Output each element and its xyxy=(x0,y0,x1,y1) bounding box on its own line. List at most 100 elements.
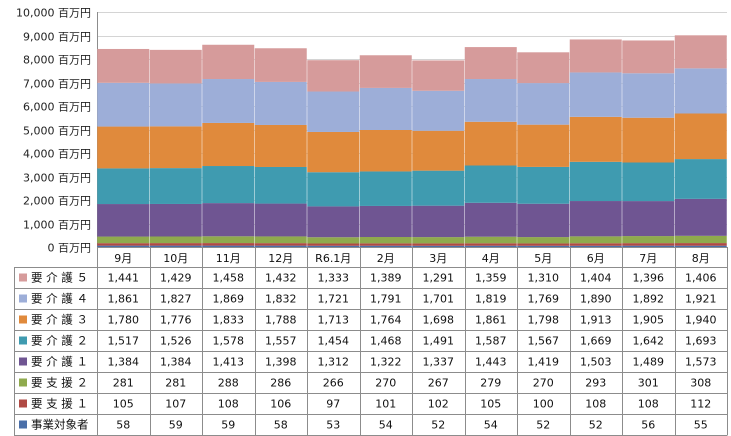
y-tick-label: 6,000 百万円 xyxy=(23,101,91,114)
data-label: 266 xyxy=(323,377,344,390)
bar-segment xyxy=(464,47,517,80)
data-label: 1,693 xyxy=(685,335,717,348)
bar-segment xyxy=(97,243,150,246)
category-label: 2月 xyxy=(377,252,395,265)
data-label: 1,905 xyxy=(633,314,665,327)
y-tick-label: 5,000 百万円 xyxy=(23,125,91,138)
bar-segment xyxy=(254,236,307,244)
data-label: 1,832 xyxy=(265,293,297,306)
bar-segment xyxy=(622,243,675,246)
bar-segment xyxy=(307,245,360,247)
data-label: 53 xyxy=(326,419,340,432)
bar-segment xyxy=(674,243,727,246)
data-label: 1,359 xyxy=(475,272,507,285)
data-label: 108 xyxy=(218,398,239,411)
data-label: 1,890 xyxy=(580,293,612,306)
data-label: 1,780 xyxy=(108,314,140,327)
legend-key xyxy=(19,273,27,282)
category-label: 8月 xyxy=(692,252,710,265)
data-label: 59 xyxy=(169,419,183,432)
bar-segment xyxy=(359,55,412,88)
data-label: 97 xyxy=(326,398,340,411)
bar-segment xyxy=(517,83,570,125)
bar-segment xyxy=(412,130,465,171)
data-label: 1,517 xyxy=(108,335,140,348)
bar-segment xyxy=(569,201,622,237)
data-table: 9月 10月 11月 12月 R6.1月 2月 3月 4月 5月 6月 7月 8月要 介 護 ５ 1,4… xyxy=(14,247,728,436)
legend-key xyxy=(19,336,27,345)
bar-segment xyxy=(254,203,307,237)
bar-segment xyxy=(307,243,360,246)
data-label: 286 xyxy=(270,377,291,390)
data-label: 1,489 xyxy=(633,356,665,369)
bar-segment xyxy=(359,245,412,247)
bar-segment xyxy=(569,236,622,244)
bar-segment xyxy=(412,90,465,131)
bar-segment xyxy=(464,243,517,246)
data-label: 267 xyxy=(428,377,449,390)
bar-segment xyxy=(622,73,675,118)
bars xyxy=(97,35,727,247)
data-label: 1,769 xyxy=(528,293,560,306)
data-label: 105 xyxy=(113,398,134,411)
data-label: 1,404 xyxy=(580,272,612,285)
bar-segment xyxy=(674,235,727,244)
bar-segment xyxy=(517,52,570,84)
bar-segment xyxy=(517,243,570,246)
category-label: 4月 xyxy=(482,252,500,265)
data-label: 1,827 xyxy=(160,293,192,306)
data-label: 293 xyxy=(585,377,606,390)
bar-segment xyxy=(622,245,675,247)
legend-key xyxy=(19,399,27,408)
bar-segment xyxy=(97,168,150,205)
data-label: 1,419 xyxy=(528,356,560,369)
bar-segment xyxy=(149,243,202,246)
data-label: 1,776 xyxy=(160,314,192,327)
bar-segment xyxy=(359,87,412,130)
data-label: 112 xyxy=(690,398,711,411)
data-label: 1,398 xyxy=(265,356,297,369)
data-label: 301 xyxy=(638,377,659,390)
data-label: 1,642 xyxy=(633,335,665,348)
legend-key xyxy=(19,420,27,429)
data-label: 1,443 xyxy=(475,356,507,369)
series-name: 要 介 護 ４ xyxy=(31,292,88,306)
data-label: 1,333 xyxy=(318,272,350,285)
bar-segment xyxy=(464,121,517,166)
data-label: 54 xyxy=(484,419,498,432)
y-tick-label: 3,000 百万円 xyxy=(23,172,91,185)
bar-segment xyxy=(149,236,202,244)
y-tick-label: 2,000 百万円 xyxy=(23,195,91,208)
y-tick-label: 0 百万円 xyxy=(48,242,92,255)
bar-segment xyxy=(569,245,622,247)
data-label: 102 xyxy=(428,398,449,411)
bar-segment xyxy=(149,203,202,237)
bar-segment xyxy=(254,124,307,167)
bar-segment xyxy=(202,243,255,246)
bar-segment xyxy=(622,162,675,202)
data-label: 281 xyxy=(113,377,134,390)
bar-segment xyxy=(97,245,150,247)
data-label: 105 xyxy=(480,398,501,411)
data-label: 107 xyxy=(165,398,186,411)
bar-segment xyxy=(569,243,622,246)
data-label: 52 xyxy=(431,419,445,432)
data-label: 1,861 xyxy=(108,293,140,306)
data-label: 1,441 xyxy=(108,272,140,285)
data-label: 270 xyxy=(375,377,396,390)
series-name: 要 介 護 ５ xyxy=(31,271,88,285)
bar-segment xyxy=(307,206,360,238)
bar-segment xyxy=(674,113,727,160)
bar-segment xyxy=(254,166,307,204)
bar-segment xyxy=(412,245,465,247)
bar-segment xyxy=(307,131,360,173)
bar-segment xyxy=(254,245,307,247)
y-tick-label: 9,000 百万円 xyxy=(23,31,91,44)
bar-segment xyxy=(97,82,150,127)
bar-segment xyxy=(412,243,465,246)
bar-segment xyxy=(464,79,517,122)
bar-segment xyxy=(149,83,202,127)
series-name: 事業対象者 xyxy=(31,418,89,432)
bar-segment xyxy=(622,236,675,244)
